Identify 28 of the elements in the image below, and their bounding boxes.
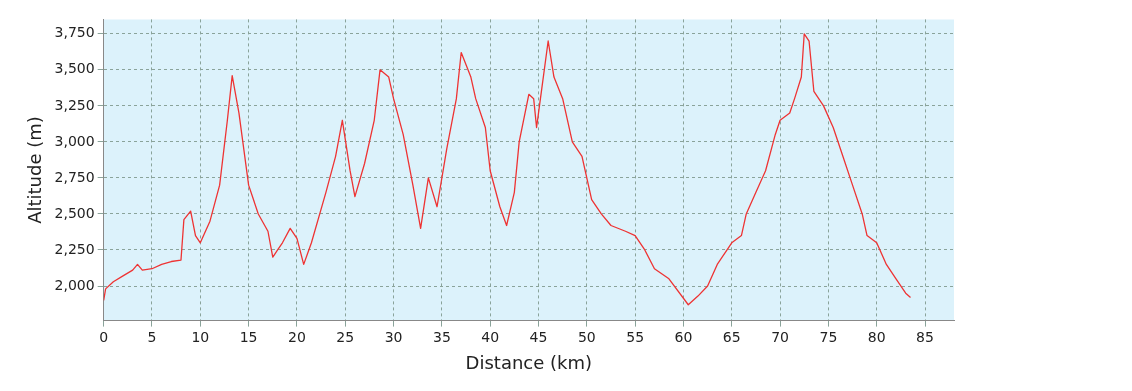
x-tick-label: 10 (191, 328, 210, 345)
x-tick-label: 75 (819, 328, 838, 345)
x-tick-label: 20 (288, 328, 306, 345)
y-tick-label: 2,000 (54, 276, 95, 293)
y-tick-label: 3,000 (54, 132, 95, 149)
y-tick-label: 2,750 (54, 168, 95, 185)
x-tick-label: 45 (529, 328, 548, 345)
y-tick-label: 3,750 (54, 24, 95, 41)
x-tick-label: 25 (336, 328, 355, 345)
x-tick-label: 40 (481, 328, 500, 345)
x-tick-label: 15 (239, 328, 258, 345)
x-axis-title: Distance (km) (465, 351, 593, 373)
y-tick-label: 3,250 (54, 96, 95, 113)
x-tick-label: 80 (867, 328, 886, 345)
x-tick-label: 70 (771, 328, 789, 345)
y-tick-label: 2,250 (54, 240, 95, 257)
x-tick-label: 65 (722, 328, 741, 345)
y-tick-label: 2,500 (54, 204, 95, 221)
x-tick-label: 85 (916, 328, 934, 345)
x-tick-label: 5 (147, 328, 157, 345)
x-tick-label: 60 (674, 328, 693, 345)
x-tick-label: 35 (432, 328, 451, 345)
x-tick-label: 50 (577, 328, 596, 345)
y-axis-title: Altitude (m) (24, 116, 46, 224)
x-tick-label: 0 (99, 328, 109, 345)
x-tick-label: 30 (384, 328, 403, 345)
x-tick-label: 55 (626, 328, 645, 345)
y-tick-label: 3,500 (54, 60, 95, 77)
